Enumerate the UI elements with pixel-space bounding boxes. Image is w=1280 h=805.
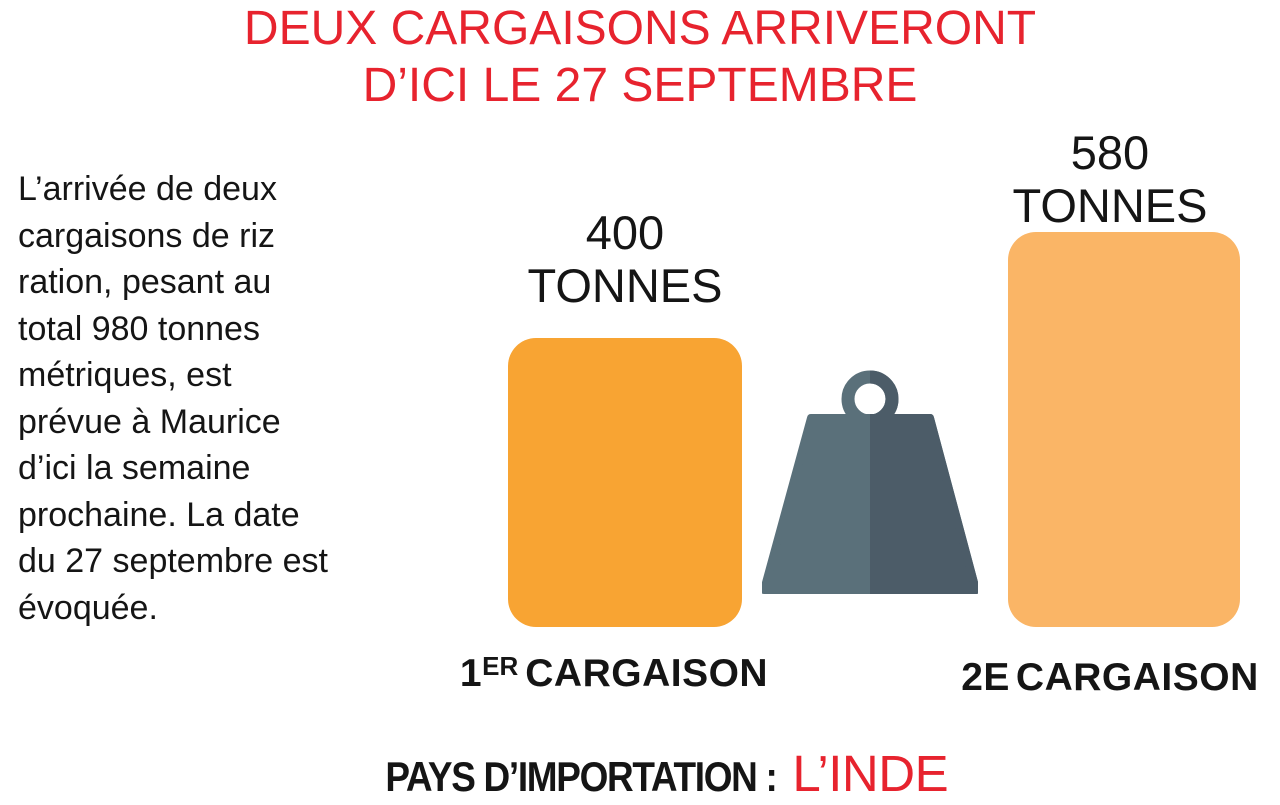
intro-paragraph: L’arrivée de deux cargaisons de riz rati… — [18, 170, 328, 627]
bar1-category-label: 1ER CARGAISON — [394, 651, 834, 696]
bar1-value-label: 400 TONNES — [475, 206, 775, 312]
kettlebell-weight-icon — [762, 370, 978, 594]
bar1-unit: TONNES — [527, 259, 723, 312]
headline-line2: D’ICI LE 27 SEPTEMBRE — [362, 59, 918, 112]
bar2-value: 580 — [1070, 126, 1150, 179]
import-country-label: PAYS D’IMPORTATION : — [385, 753, 777, 800]
bar2-unit: TONNES — [1012, 179, 1208, 232]
bar2-category: CARGAISON — [1015, 656, 1259, 699]
bar2-value-label: 580 TONNES — [960, 126, 1260, 232]
bar2-category-label: 2E CARGAISON — [890, 656, 1280, 700]
bar1-ordinal-suffix: ER — [482, 651, 519, 681]
bar1-ordinal: 1 — [459, 652, 483, 695]
headline: DEUX CARGAISONS ARRIVERONT D’ICI LE 27 S… — [0, 0, 1280, 114]
bar1-category: CARGAISON — [525, 652, 769, 695]
bar2-ordinal: 2E — [961, 656, 1010, 699]
bar-second-cargo — [1008, 232, 1240, 627]
bar-first-cargo — [508, 338, 742, 627]
headline-line1: DEUX CARGAISONS ARRIVERONT — [243, 2, 1037, 55]
import-country-line: PAYS D’IMPORTATION : L’INDE — [0, 744, 1280, 803]
bar1-value: 400 — [585, 206, 665, 259]
import-country-value: L’INDE — [792, 745, 949, 802]
